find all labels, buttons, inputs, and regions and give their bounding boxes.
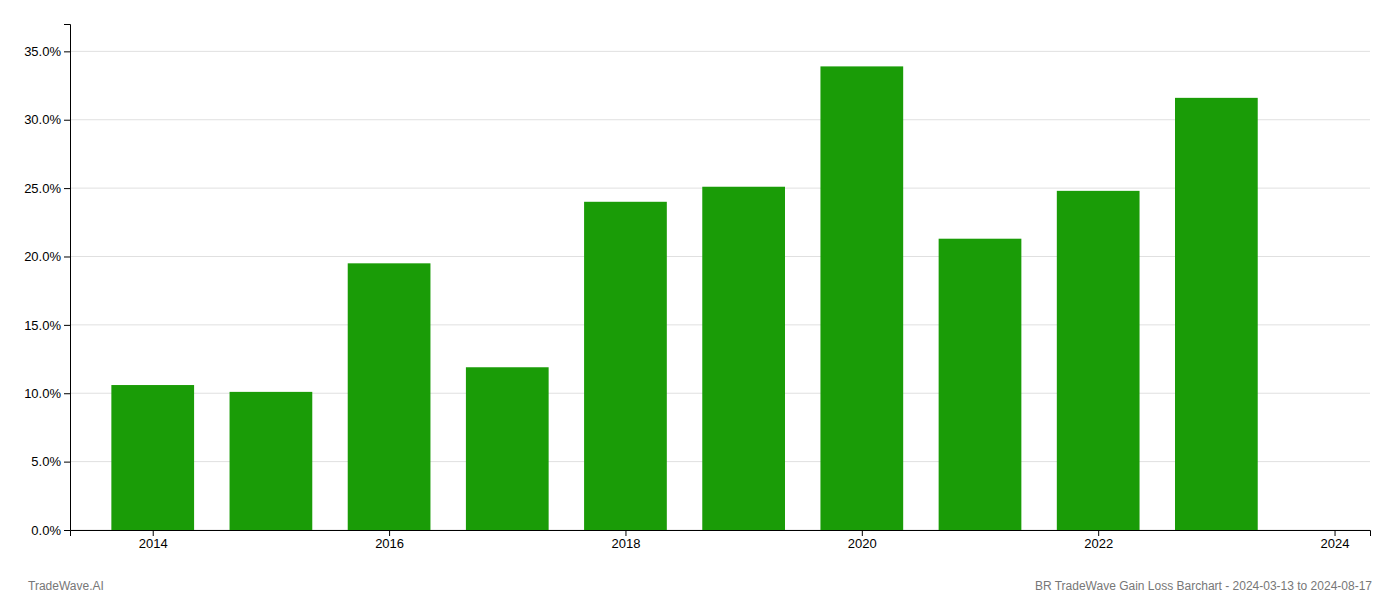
y-tick: 0.0% xyxy=(31,523,70,538)
y-tick-mark xyxy=(64,256,70,257)
y-tick-mark xyxy=(64,51,70,52)
x-tick-label: 2018 xyxy=(611,536,640,551)
bar xyxy=(230,392,313,530)
x-tick: 2016 xyxy=(375,530,404,551)
x-tick-mark xyxy=(153,530,154,536)
y-tick-label: 5.0% xyxy=(31,454,61,469)
bar xyxy=(111,385,194,530)
x-tick-mark xyxy=(625,530,626,536)
x-tick-mark xyxy=(862,530,863,536)
grid xyxy=(70,51,1370,530)
x-tick-label: 2024 xyxy=(1321,536,1350,551)
y-tick: 10.0% xyxy=(24,386,70,401)
footer-text: BR TradeWave Gain Loss Barchart - 2024-0… xyxy=(1035,579,1372,593)
y-tick-label: 35.0% xyxy=(24,44,61,59)
y-tick-mark xyxy=(64,393,70,394)
bar xyxy=(584,202,667,530)
y-tick: 30.0% xyxy=(24,112,70,127)
y-tick-label: 15.0% xyxy=(24,318,61,333)
bar xyxy=(820,66,903,530)
bar xyxy=(1175,98,1258,530)
x-tick-label: 2020 xyxy=(848,536,877,551)
bar xyxy=(702,187,785,530)
bars xyxy=(111,66,1257,530)
x-tick-mark xyxy=(1335,530,1336,536)
footer-text: TradeWave.AI xyxy=(28,579,104,593)
plot: 2014 2016 2018 2020 2022 2024 0.0% 5.0% 10.0% 15.… xyxy=(24,25,1370,552)
y-tick-mark xyxy=(64,325,70,326)
y-tick: 20.0% xyxy=(24,249,70,264)
y-tick-mark xyxy=(64,530,70,531)
x-tick: 2020 xyxy=(848,530,877,551)
x-tick: 2022 xyxy=(1084,530,1113,551)
x-tick-mark xyxy=(1098,530,1099,536)
x-tick: 2018 xyxy=(611,530,640,551)
grid-line xyxy=(70,51,1370,52)
y-tick-mark xyxy=(64,188,70,189)
x-tick-label: 2016 xyxy=(375,536,404,551)
y-tick-mark xyxy=(64,120,70,121)
bar xyxy=(466,367,549,530)
x-tick-label: 2022 xyxy=(1084,536,1113,551)
x-tick: 2014 xyxy=(139,530,168,551)
bar xyxy=(1057,191,1140,530)
y-tick: 25.0% xyxy=(24,181,70,196)
y-tick-label: 25.0% xyxy=(24,181,61,196)
x-tick: 2024 xyxy=(1321,530,1350,551)
bar xyxy=(348,263,431,530)
y-tick-label: 0.0% xyxy=(31,523,61,538)
x-axis-line xyxy=(71,531,1371,537)
y-tick: 15.0% xyxy=(24,318,70,333)
y-tick: 35.0% xyxy=(24,44,70,59)
x-axis: 2014 2016 2018 2020 2022 2024 xyxy=(71,530,1371,551)
chart: 2014 2016 2018 2020 2022 2024 0.0% 5.0% 10.0% 15.… xyxy=(0,0,1400,600)
y-tick-mark xyxy=(64,462,70,463)
y-tick-label: 20.0% xyxy=(24,249,61,264)
y-axis: 0.0% 5.0% 10.0% 15.0% 20.0% 25.0% 30.0% 35.0% xyxy=(24,25,70,538)
y-tick: 5.0% xyxy=(31,454,70,469)
y-tick-label: 30.0% xyxy=(24,112,61,127)
footer: TradeWave.AI BR TradeWave Gain Loss Barch… xyxy=(28,579,1372,593)
y-axis-line xyxy=(64,25,71,531)
x-tick-label: 2014 xyxy=(139,536,168,551)
bar xyxy=(939,239,1022,530)
y-tick-label: 10.0% xyxy=(24,386,61,401)
x-tick-mark xyxy=(389,530,390,536)
